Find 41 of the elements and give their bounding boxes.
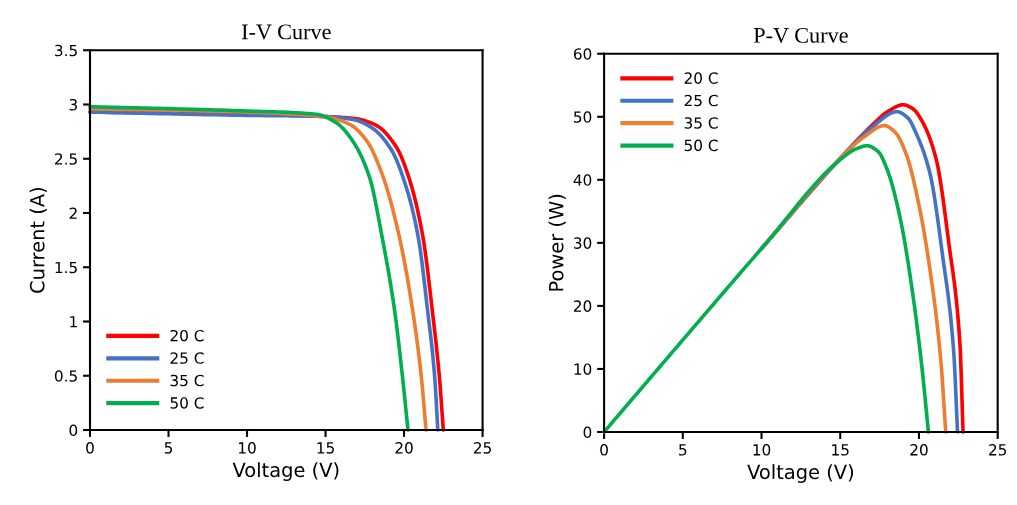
x-tick-label: 5 — [164, 442, 173, 454]
y-axis-title: Power (W) — [548, 194, 566, 291]
x-tick-label: 25 — [989, 444, 1007, 456]
legend-label: 25 C — [170, 352, 204, 364]
y-tick-label: 40 — [573, 174, 592, 186]
x-tick-label: 10 — [753, 444, 771, 456]
y-tick-label: 2.5 — [55, 153, 77, 165]
y-axis-title: Current (A) — [29, 187, 47, 293]
x-tick-label: 25 — [473, 442, 491, 454]
y-tick-label: 30 — [574, 237, 592, 249]
legend-label: 35 C — [684, 117, 718, 129]
y-tick-label: 0 — [583, 426, 592, 438]
y-tick-label: 0 — [69, 424, 78, 437]
chart-title: P-V Curve — [753, 27, 848, 43]
y-tick-label: 50 — [574, 111, 592, 123]
y-tick-label: 2 — [69, 207, 77, 219]
x-axis-title: Voltage (V) — [232, 462, 339, 481]
legend-label: 20 C — [170, 329, 204, 342]
legend-label: 20 C — [684, 72, 718, 84]
x-tick-label: 20 — [395, 442, 413, 454]
x-tick-label: 10 — [238, 442, 256, 454]
y-tick-label: 0.5 — [54, 370, 77, 382]
legend-label: 50 C — [684, 139, 718, 152]
x-tick-label: 0 — [86, 442, 94, 454]
y-tick-label: 1.5 — [55, 261, 77, 274]
y-tick-label: 3.5 — [55, 44, 77, 57]
legend-label: 35 C — [170, 374, 204, 387]
x-axis-title: Voltage (V) — [747, 464, 854, 483]
y-tick-label: 20 — [573, 300, 592, 312]
x-tick-label: 15 — [317, 442, 334, 454]
legend-label: 50 C — [170, 397, 204, 409]
x-tick-label: 5 — [679, 444, 687, 456]
x-tick-label: 0 — [600, 444, 608, 456]
x-tick-label: 15 — [832, 444, 849, 456]
legend-label: 25 C — [684, 94, 718, 107]
x-tick-label: 20 — [910, 444, 928, 456]
y-tick-label: 3 — [69, 98, 77, 111]
chart-title: I-V Curve — [241, 24, 331, 40]
y-tick-label: 10 — [574, 363, 592, 375]
y-tick-label: 60 — [573, 48, 592, 60]
y-tick-label: 1 — [70, 316, 77, 328]
